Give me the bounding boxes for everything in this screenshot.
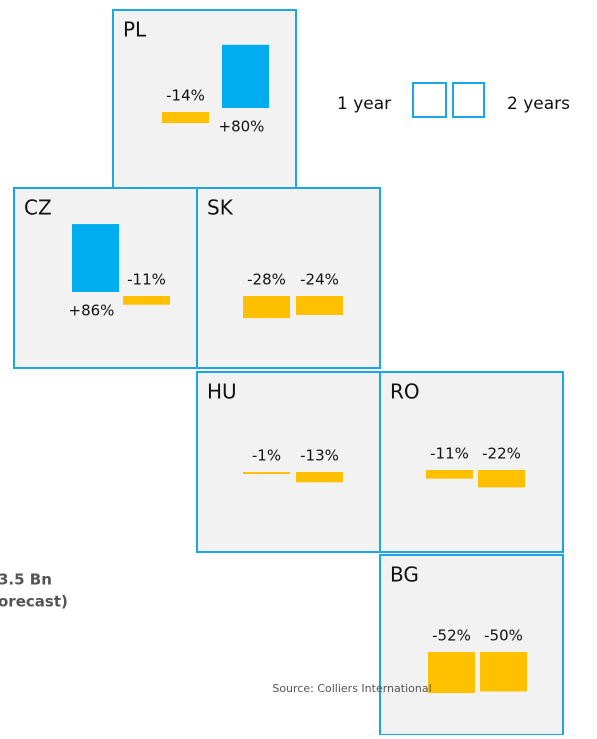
tile-code: RO: [390, 380, 420, 404]
tile: [196, 187, 381, 369]
bar: [222, 44, 269, 108]
source: Source: Colliers International: [272, 682, 431, 695]
bar: [428, 652, 475, 694]
tile-code: HU: [207, 380, 237, 404]
value-label: -11%: [127, 271, 166, 289]
legend-label: 1 year: [337, 94, 391, 114]
bar: [123, 296, 170, 305]
bar: [162, 112, 209, 124]
value-label: -14%: [166, 87, 205, 105]
value-label: -13%: [300, 447, 339, 465]
bar: [296, 296, 343, 315]
bar: [72, 224, 119, 292]
annotation: orecast): [0, 593, 68, 611]
value-label: +86%: [69, 302, 115, 320]
tile: [379, 554, 564, 736]
bar: [480, 652, 527, 692]
tiles: PL -14% +80% CZ +86% -11% SK -28% -24% HU -1% -13% R…: [13, 9, 564, 736]
tile-code: BG: [390, 563, 419, 587]
value-label: -28%: [247, 271, 286, 289]
bar: [243, 296, 290, 319]
value-label: -1%: [252, 447, 281, 465]
annotation: 3.5 Bn: [0, 571, 52, 589]
bar: [426, 470, 473, 479]
value-label: +80%: [219, 118, 265, 136]
tile-code: CZ: [24, 196, 52, 220]
tile-code: PL: [123, 18, 147, 42]
legend-label: 2 years: [507, 94, 570, 114]
tile-code: SK: [207, 196, 234, 220]
legend-box: [412, 82, 447, 118]
bar: [243, 472, 290, 474]
value-label: -24%: [300, 271, 339, 289]
bar: [478, 470, 525, 488]
bar: [296, 472, 343, 483]
tile: [379, 371, 564, 553]
value-label: -11%: [430, 445, 469, 463]
legend-box: [452, 82, 485, 118]
value-label: -52%: [432, 627, 471, 645]
value-label: -50%: [484, 627, 523, 645]
tile: [196, 371, 381, 553]
value-label: -22%: [482, 445, 521, 463]
